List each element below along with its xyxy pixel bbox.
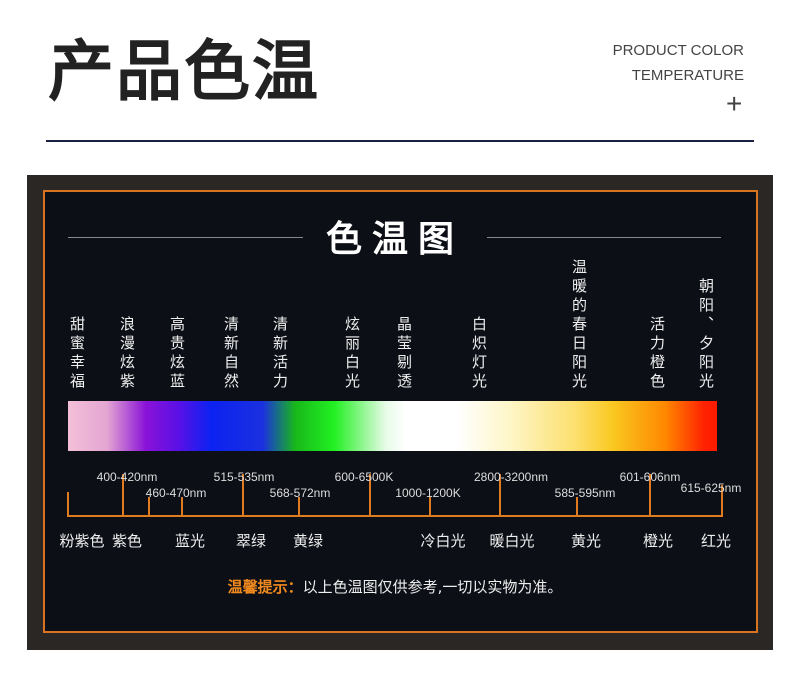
light-name: 粉紫色 [59,532,105,550]
mood-label: 清新活力 [271,316,289,392]
light-name: 黄绿 [292,532,324,550]
mood-label: 白炽灯光 [470,316,488,392]
range-label: 2800-3200nm [473,470,549,484]
title-rule-right [487,237,721,238]
range-label: 568-572nm [269,486,331,500]
axis-tick [298,497,300,517]
tip: 温馨提示：以上色温图仅供参考,一切以实物为准。 [0,576,790,597]
range-label: 515-535nm [213,470,275,484]
light-name: 暖白光 [489,532,535,550]
range-label: 601-606nm [619,470,681,484]
range-label: 1000-1200K [395,486,461,500]
axis-tick [576,497,578,517]
axis-tick [369,474,371,517]
axis-tick [242,474,244,517]
axis-tick [429,497,431,517]
light-name: 紫色 [111,532,143,550]
tip-text: 以上色温图仅供参考,一切以实物为准。 [302,578,563,596]
mood-label: 活力橙色 [648,316,666,392]
title-rule-left [68,237,303,238]
light-name: 红光 [700,532,732,550]
mood-label: 浪漫炫紫 [118,316,136,392]
divider [46,140,754,142]
light-name: 蓝光 [174,532,206,550]
light-name: 黄光 [570,532,602,550]
mood-label: 温暖的春日阳光 [570,259,588,392]
range-label: 400-420nm [96,470,158,484]
light-name: 橙光 [642,532,674,550]
axis-tick [721,485,723,517]
color-temperature-gradient [68,401,717,451]
mood-label: 朝阳、夕阳光 [697,278,715,392]
range-label: 600-6500K [334,470,394,484]
range-label: 585-595nm [554,486,616,500]
subtitle-line: PRODUCT COLOR [612,42,744,59]
chart-title: 色温图 [325,219,464,260]
subtitle-line: TEMPERATURE [631,67,744,84]
axis-tick [67,492,69,517]
range-label: 460-470nm [145,486,207,500]
axis-tick [122,474,124,517]
english-subtitle: PRODUCT COLOR TEMPERATURE [613,38,744,88]
light-name: 翠绿 [235,532,267,550]
mood-label: 清新自然 [222,316,240,392]
range-label: 615-625nm [680,481,742,495]
mood-label: 高贵炫蓝 [168,316,186,392]
axis-line [68,515,723,517]
tip-label: 温馨提示： [227,578,303,596]
page-title: 产品色温 [48,33,320,110]
plus-icon: + [726,88,743,119]
axis-tick [181,497,183,517]
mood-label: 甜蜜幸福 [68,316,86,392]
axis-tick [499,474,501,517]
mood-label: 晶莹剔透 [395,316,413,392]
axis-tick [649,474,651,517]
axis-tick [148,497,150,517]
mood-label: 炫丽白光 [343,316,361,392]
light-name: 冷白光 [420,532,466,550]
